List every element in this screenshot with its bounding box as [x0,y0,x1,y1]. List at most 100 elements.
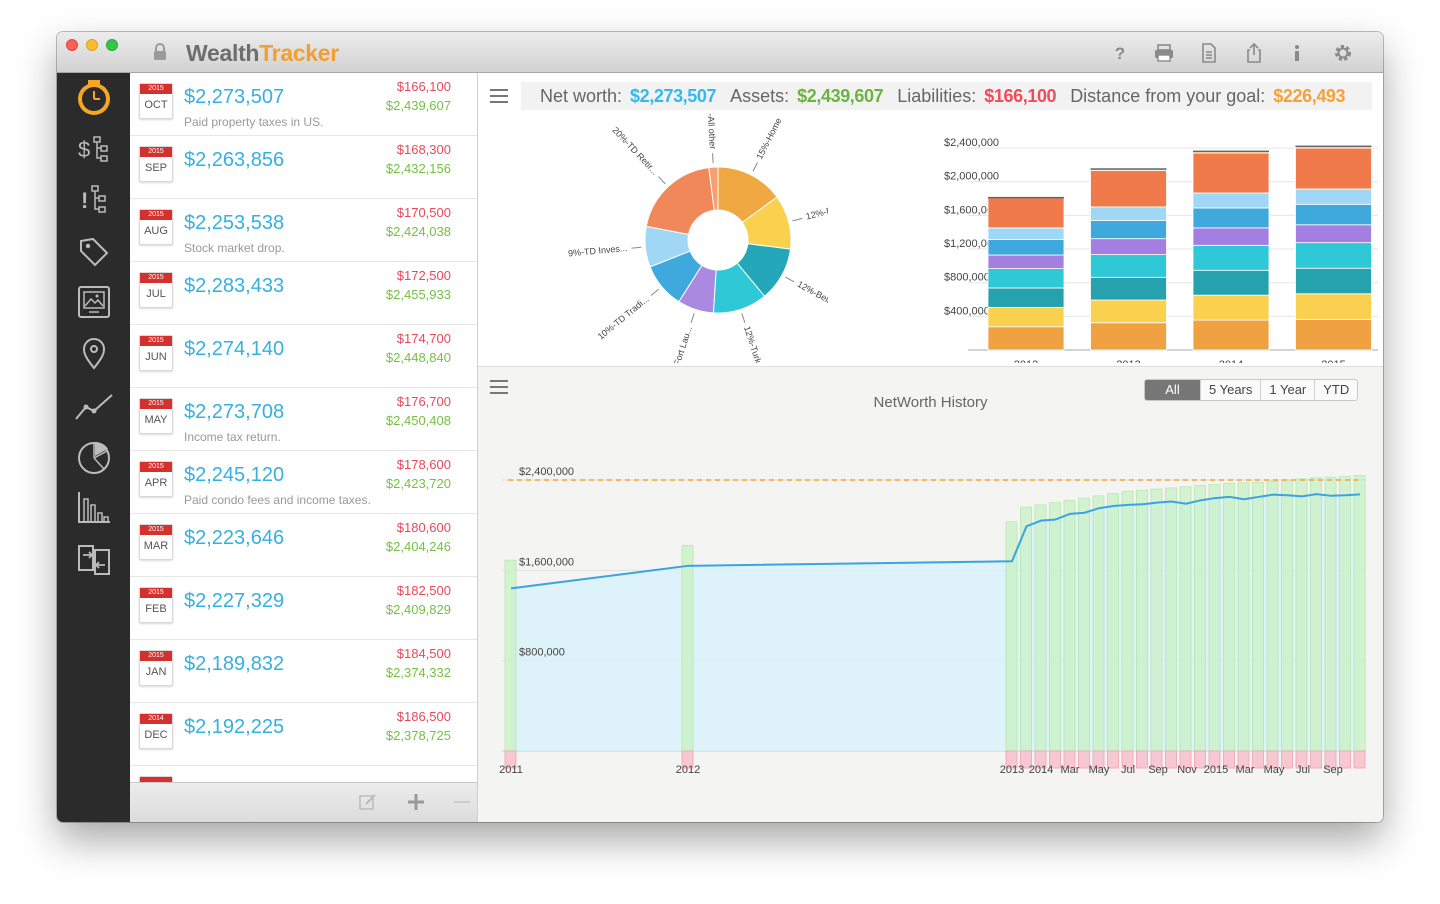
bar-segment[interactable] [987,268,1065,289]
liabilities-bar[interactable] [1078,750,1090,769]
bar-segment[interactable] [1295,203,1372,226]
liabilities-bar[interactable] [1020,750,1032,769]
list-item[interactable]: 2015 JAN $2,189,832 $184,500 $2,374,332 [130,640,477,703]
bar-segment[interactable] [1192,192,1270,209]
bar-segment[interactable] [1192,244,1270,271]
bar-segment[interactable] [1090,276,1167,301]
liabilities-bar[interactable] [1092,750,1105,769]
list-item[interactable]: 2015 MAY $2,273,708 $176,700 $2,450,408 Incom… [130,388,477,451]
bar-chart-icon[interactable] [74,487,114,527]
bar-segment[interactable] [1090,238,1167,255]
liabilities-bar[interactable] [1034,750,1047,769]
list-item[interactable]: 2015 AUG $2,253,538 $170,500 $2,424,038 Stock… [130,199,477,262]
range-button[interactable]: All [1145,380,1201,400]
list-item[interactable]: 2015 MAR $2,223,646 $180,600 $2,404,246 [130,514,477,577]
liabilities-bar[interactable] [1339,750,1351,769]
assets-bar[interactable] [1194,485,1206,752]
assets-bar[interactable] [1310,477,1322,752]
history-menu-icon[interactable] [490,380,508,394]
assets-bar[interactable] [1237,482,1250,752]
assets-bar[interactable] [1136,489,1148,752]
info-icon[interactable] [1286,42,1308,64]
liabilities-bar[interactable] [1223,750,1235,769]
bar-segment[interactable] [1295,147,1372,190]
liabilities-bar[interactable] [1179,750,1192,769]
assets-bar[interactable] [1353,475,1366,752]
list-item[interactable]: 2015 FEB $2,227,329 $182,500 $2,409,829 [130,577,477,640]
close-window-button[interactable] [66,39,78,51]
print-icon[interactable] [1153,42,1175,64]
line-chart-icon[interactable] [74,386,114,426]
range-button[interactable]: 5 Years [1201,380,1262,400]
liabilities-bar[interactable] [1208,750,1221,769]
assets-bar[interactable] [1063,499,1076,752]
list-item[interactable]: 2015 JUL $2,283,433 $172,500 $2,455,933 [130,262,477,325]
bar-segment[interactable] [1192,227,1270,246]
bar-segment[interactable] [987,227,1065,240]
bar-segment[interactable] [1192,269,1270,296]
liabilities-bar[interactable] [1063,750,1076,769]
minimize-window-button[interactable] [86,39,98,51]
bar-segment[interactable] [1192,319,1270,351]
bar-segment[interactable] [1295,267,1372,295]
liabilities-bar[interactable] [1194,750,1206,769]
bar-segment[interactable] [1090,322,1167,351]
location-pin-icon[interactable] [74,334,114,374]
assets-bar[interactable] [1223,482,1235,752]
alert-tree-icon[interactable]: ! [74,180,114,220]
zoom-window-button[interactable] [106,39,118,51]
bar-segment[interactable] [1295,293,1372,320]
bar-segment[interactable] [987,287,1065,308]
document-icon[interactable] [1198,42,1220,64]
assets-bar[interactable] [1034,504,1047,752]
assets-bar[interactable] [1295,478,1308,752]
assets-bar[interactable] [681,545,694,752]
liabilities-bar[interactable] [681,750,694,769]
lock-icon[interactable] [153,43,167,61]
assets-bar[interactable] [1092,495,1105,752]
bar-segment[interactable] [1192,207,1270,229]
asset-allocation-donut-chart[interactable]: 15%-Home 12%-Revera 12%-Belize h... 12%-Tur… [528,113,828,363]
liabilities-bar[interactable] [1237,750,1250,769]
list-item[interactable]: 2015 APR $2,245,120 $178,600 $2,423,720 Paid … [130,451,477,514]
liabilities-bar[interactable] [1049,750,1061,769]
share-icon[interactable] [1243,42,1265,64]
bar-segment[interactable] [1192,294,1270,321]
import-export-icon[interactable] [74,539,114,579]
plus-icon[interactable] [406,792,426,818]
assets-bar[interactable] [1121,490,1134,752]
liabilities-bar[interactable] [1266,750,1279,769]
bar-segment[interactable] [1090,170,1167,208]
edit-icon[interactable] [358,792,378,818]
assets-bar[interactable] [1252,481,1264,752]
clock-icon[interactable] [74,78,114,118]
networth-history-chart[interactable]: $800,000 $1,600,000 $2,400,000 2011 2012 2013… [478,367,1383,822]
bar-segment[interactable] [1295,318,1372,351]
assets-bar[interactable] [1165,487,1177,752]
assets-bar[interactable] [1324,476,1337,752]
assets-bar[interactable] [1266,480,1279,752]
liabilities-bar[interactable] [1005,750,1018,769]
assets-bar[interactable] [1107,493,1119,752]
donut-slice[interactable] [645,167,715,235]
liabilities-bar[interactable] [1324,750,1337,769]
bar-segment[interactable] [1192,152,1270,194]
list-item[interactable]: 2015 SEP $2,263,856 $168,300 $2,432,156 [130,136,477,199]
bar-segment[interactable] [1090,206,1167,221]
bar-segment[interactable] [1295,224,1372,244]
liabilities-bar[interactable] [1281,750,1293,769]
bar-segment[interactable] [987,306,1065,328]
liabilities-bar[interactable] [1121,750,1134,769]
pie-chart-icon[interactable] [74,437,114,477]
bar-segment[interactable] [987,239,1065,256]
assets-bar[interactable] [1179,486,1192,752]
bar-segment[interactable] [987,196,1065,229]
bar-segment[interactable] [987,254,1065,269]
list-item[interactable]: 2014 DEC $2,192,225 $186,500 $2,378,725 [130,703,477,766]
bar-segment[interactable] [1295,242,1372,269]
assets-bar[interactable] [1049,502,1061,752]
bar-segment[interactable] [1090,299,1167,324]
dollar-tree-icon[interactable]: $ [74,130,114,170]
assets-bar[interactable] [1339,476,1351,752]
liabilities-bar[interactable] [1150,750,1163,769]
